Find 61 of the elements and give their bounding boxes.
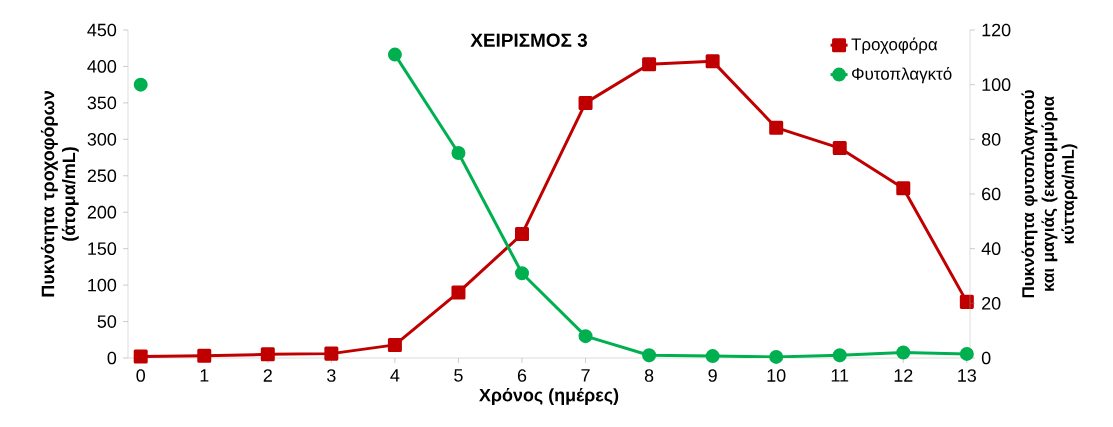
- y-tick-label: 150: [88, 242, 117, 256]
- y-tick-label: 250: [87, 169, 117, 183]
- y-tick-label: 450: [87, 23, 117, 37]
- y-tick-label: 50: [97, 315, 117, 328]
- point: [642, 57, 657, 72]
- x-tick-label: 7: [581, 369, 590, 382]
- y2-tick-label: 120: [982, 23, 1011, 37]
- y2-tick-label: 100: [982, 78, 1011, 92]
- y2-tick-label: 20: [982, 296, 1001, 310]
- x-tick-label: 13: [958, 369, 977, 382]
- y2-tick-label: 60: [982, 187, 1001, 201]
- x-axis-title: Χρόνος (ημέρες): [479, 388, 619, 405]
- point: [769, 120, 784, 135]
- point: [705, 54, 720, 69]
- point: [133, 77, 148, 92]
- y2-axis-title: Πυκνότητα φυτοπλαγκτού και μαγιάς (εκατομμύρια κύτταρα/mL): [1021, 90, 1078, 298]
- legend-label: Φυτοπλαγκτό: [852, 66, 952, 84]
- point: [133, 349, 148, 364]
- x-tick-label: 5: [454, 369, 463, 382]
- point: [197, 348, 212, 363]
- point: [260, 347, 275, 362]
- x-tick-label: 9: [708, 369, 717, 382]
- x-tick-label: 4: [390, 369, 400, 382]
- y2-tick-label: 40: [981, 242, 1001, 256]
- point: [832, 141, 847, 156]
- x-tick-label: 11: [831, 369, 849, 382]
- x-tick-label: 12: [894, 369, 913, 382]
- point: [451, 285, 466, 300]
- legend-label: Τροχοφόρα: [851, 37, 938, 54]
- point: [387, 337, 402, 352]
- y-tick-label: 100: [88, 278, 117, 292]
- point: [896, 181, 911, 196]
- point: [896, 345, 911, 360]
- y-tick-label: 350: [87, 96, 117, 110]
- y2-tick-label: 80: [981, 132, 1001, 146]
- point: [515, 227, 529, 242]
- chart-title: ΧΕΙΡΙΣΜΟΣ 3: [470, 33, 588, 47]
- x-tick-label: 0: [136, 369, 146, 382]
- y-axis-title: Πυκνότητα τροχοφόρων (άτομα/mL): [40, 91, 79, 297]
- y-tick-label: 400: [87, 60, 117, 73]
- point: [578, 329, 593, 344]
- point: [387, 47, 402, 62]
- point: [705, 349, 720, 364]
- x-tick-label: 3: [327, 369, 336, 382]
- x-tick-label: 6: [517, 369, 527, 382]
- x-tick-label: 2: [263, 369, 272, 382]
- x-tick-label: 10: [767, 369, 786, 382]
- y2-tick-label: 0: [981, 351, 991, 365]
- point: [832, 348, 847, 363]
- y-tick-label: 200: [87, 205, 117, 219]
- y-tick-label: 300: [87, 132, 117, 146]
- point: [578, 95, 593, 110]
- y-tick-label: 0: [107, 351, 117, 365]
- point: [769, 349, 784, 364]
- point: [515, 266, 529, 281]
- point: [451, 146, 466, 160]
- point: [959, 346, 974, 361]
- x-tick-label: 1: [200, 369, 209, 382]
- point: [642, 348, 657, 363]
- x-tick-label: 8: [644, 369, 654, 382]
- point: [324, 346, 339, 361]
